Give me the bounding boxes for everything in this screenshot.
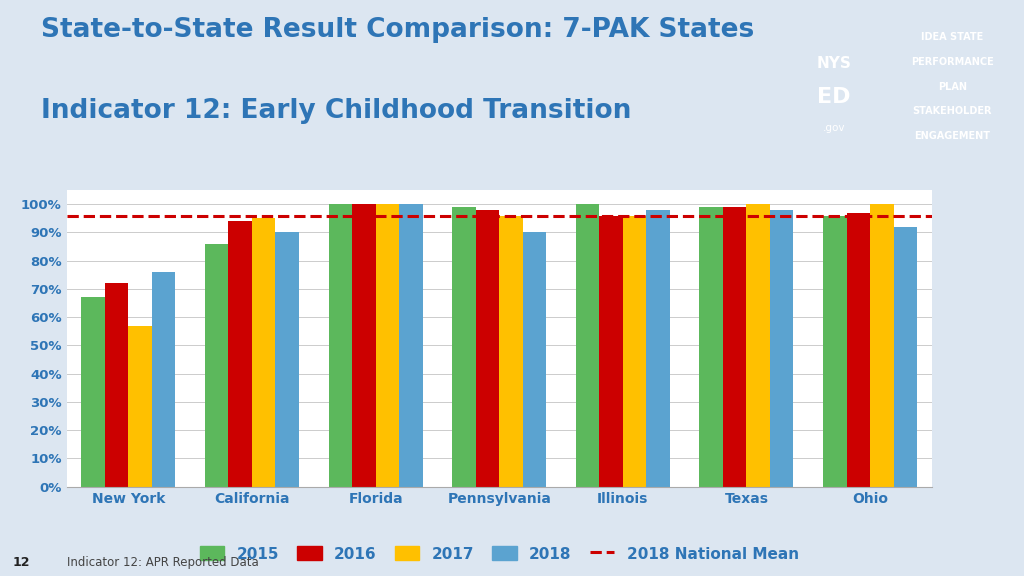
Bar: [599, 215, 623, 487]
Bar: [453, 207, 476, 487]
Bar: [770, 210, 794, 487]
Text: 12: 12: [12, 556, 30, 569]
Bar: [623, 215, 646, 487]
Bar: [894, 227, 918, 487]
Bar: [81, 297, 104, 487]
Text: ENGAGEMENT: ENGAGEMENT: [914, 131, 990, 141]
Bar: [847, 213, 870, 487]
Text: Indicator 12: Early Childhood Transition: Indicator 12: Early Childhood Transition: [41, 98, 632, 124]
Bar: [575, 204, 599, 487]
Bar: [128, 325, 152, 487]
Legend: 2015, 2016, 2017, 2018, 2018 National Mean: 2015, 2016, 2017, 2018, 2018 National Me…: [194, 540, 805, 567]
Bar: [399, 204, 423, 487]
Text: Indicator 12: APR Reported Data: Indicator 12: APR Reported Data: [67, 556, 258, 569]
Bar: [205, 244, 228, 487]
Bar: [275, 233, 299, 487]
Bar: [870, 204, 894, 487]
Bar: [228, 221, 252, 487]
Text: NYS: NYS: [816, 56, 851, 71]
Text: PLAN: PLAN: [938, 82, 967, 92]
Bar: [352, 204, 376, 487]
Text: PERFORMANCE: PERFORMANCE: [911, 57, 993, 67]
Bar: [699, 207, 723, 487]
Bar: [522, 233, 546, 487]
Text: State-to-State Result Comparison: 7-PAK States: State-to-State Result Comparison: 7-PAK …: [41, 17, 755, 43]
Bar: [823, 215, 847, 487]
Bar: [376, 204, 399, 487]
Bar: [329, 204, 352, 487]
Bar: [104, 283, 128, 487]
Bar: [746, 204, 770, 487]
Bar: [646, 210, 670, 487]
Bar: [723, 207, 746, 487]
Text: STAKEHOLDER: STAKEHOLDER: [912, 107, 992, 116]
Text: .gov: .gov: [822, 123, 845, 133]
Text: IDEA STATE: IDEA STATE: [922, 32, 983, 42]
Bar: [499, 215, 522, 487]
Bar: [252, 218, 275, 487]
Bar: [152, 272, 175, 487]
Bar: [476, 210, 499, 487]
Text: ED: ED: [817, 87, 851, 107]
